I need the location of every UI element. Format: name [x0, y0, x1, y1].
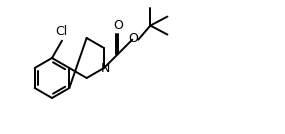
Text: N: N [100, 62, 110, 75]
Text: O: O [113, 19, 123, 32]
Text: Cl: Cl [55, 25, 67, 38]
Text: O: O [128, 32, 138, 45]
